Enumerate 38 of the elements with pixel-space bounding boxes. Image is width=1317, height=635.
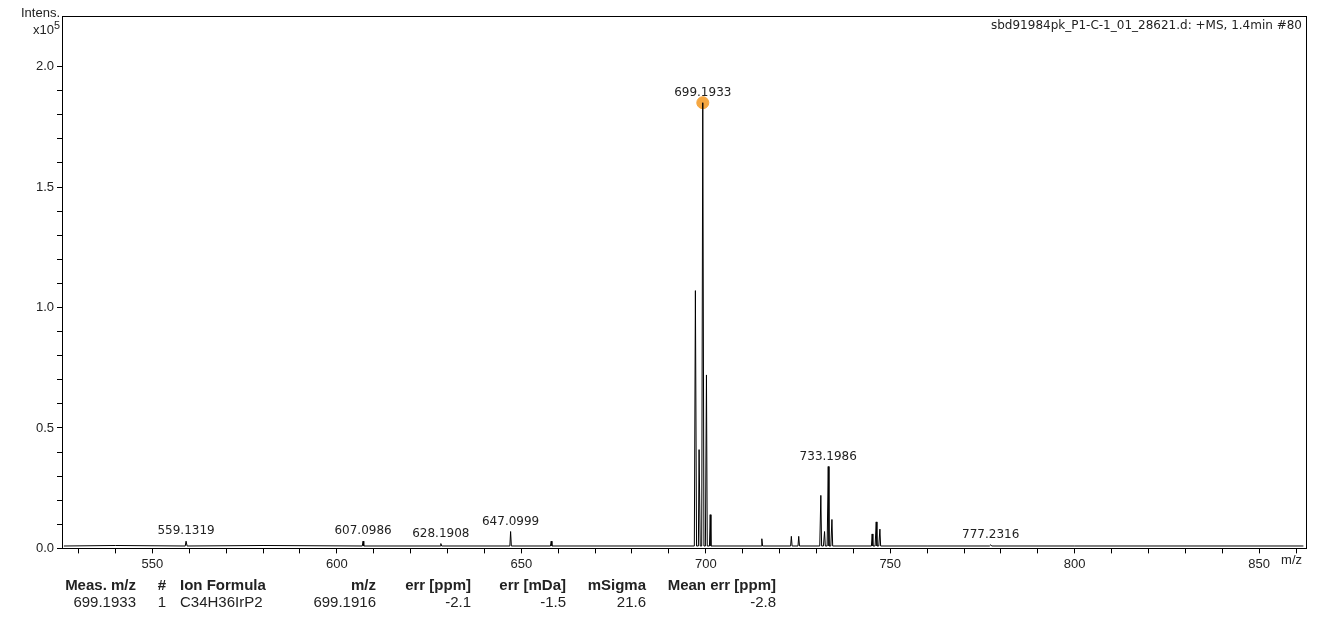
text: err [ppm] — [404, 576, 472, 593]
text: 699.1916 — [312, 593, 377, 610]
text: 21.6 — [615, 593, 647, 610]
y-tick-label: 2.0 — [35, 58, 54, 74]
y-tick-label: 0.0 — [35, 539, 54, 555]
y-axis-title: Intens. x10$^{5}$ — [19, 5, 60, 38]
text: m/z — [350, 576, 377, 593]
text: 1 — [156, 593, 167, 610]
annotation: 777.2316 — [962, 526, 1020, 541]
text: Mean err [ppm] — [666, 576, 777, 593]
annotation: 699.1933 — [674, 84, 732, 99]
text: -2.1 — [444, 593, 472, 610]
x-axis-title: m/z — [1281, 552, 1302, 568]
text: C34H36IrP2 — [179, 593, 264, 610]
x-tick-label: 850 — [1248, 555, 1270, 571]
x-tick-label: 650 — [510, 555, 533, 571]
text: # — [156, 576, 167, 593]
x-tick-label: 600 — [325, 555, 348, 571]
annotation: 733.1986 — [799, 448, 857, 463]
x-tick-label: 800 — [1063, 555, 1086, 571]
text: Meas. m/z — [64, 576, 137, 593]
annotation: 607.0986 — [334, 523, 392, 538]
text: err [mDa] — [498, 576, 567, 593]
text: Ion Formula — [179, 576, 267, 593]
annotation: 647.0999 — [481, 513, 540, 528]
y-tick-label: 1.5 — [35, 178, 54, 194]
text: mSigma — [586, 576, 647, 593]
text: -2.8 — [749, 593, 777, 610]
x-tick-label: 550 — [141, 555, 164, 571]
annotation: 559.1319 — [157, 523, 215, 538]
text: -1.5 — [539, 593, 567, 610]
x-tick-label: 700 — [694, 555, 717, 571]
y-tick-label: 1.0 — [35, 299, 54, 315]
text: 699.1933 — [72, 593, 137, 610]
y-tick-label: 0.5 — [35, 419, 54, 435]
chart-title: sbd91984pk_P1-C-1_01_28621.d: +MS, 1.4min #80 — [990, 18, 1302, 33]
x-tick-label: 750 — [879, 555, 902, 571]
annotation: 628.1908 — [412, 525, 470, 540]
